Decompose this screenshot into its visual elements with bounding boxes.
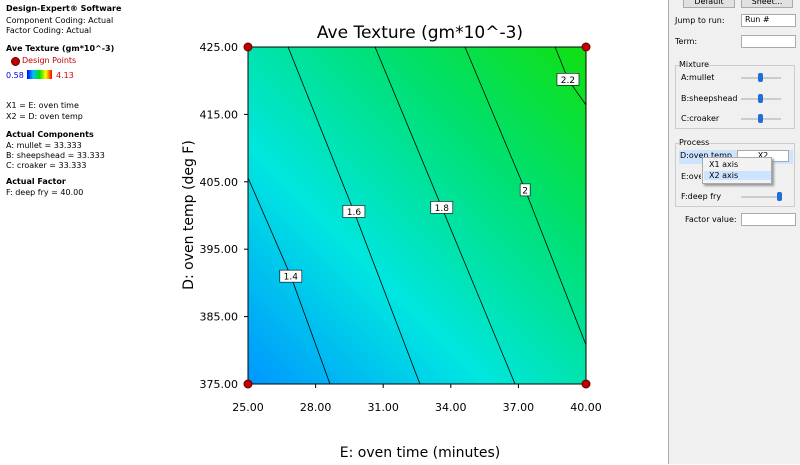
button[interactable]: Default: [683, 0, 735, 8]
slider[interactable]: [741, 196, 781, 198]
design-point: [243, 379, 253, 389]
contour-label: 2.2: [561, 76, 575, 86]
info: A: mullet = 33.333: [6, 141, 82, 150]
slider-knob[interactable]: [777, 192, 782, 201]
contour-label: 1.8: [435, 204, 450, 214]
label: E:oven time: [681, 172, 701, 181]
legend-max: 4.13: [56, 71, 74, 80]
chart-title: Ave Texture (gm*10^-3): [317, 23, 523, 43]
slider-knob[interactable]: [758, 94, 763, 103]
contour-label: 2: [522, 186, 528, 196]
design-point: [243, 42, 253, 52]
group: [675, 65, 795, 129]
design-point: [581, 42, 591, 52]
info: Actual Components: [6, 130, 94, 139]
slider-knob[interactable]: [758, 73, 763, 82]
info: Design-Expert® Software: [6, 4, 122, 13]
contour-label-box: [556, 73, 580, 86]
menu-item[interactable]: X2 axis: [704, 171, 771, 180]
info: F: deep fry = 40.00: [6, 188, 84, 197]
design-point: [581, 379, 591, 389]
label: Jump to run:: [675, 16, 725, 25]
legend-label: Design Points: [22, 56, 77, 65]
info: X1 = E: oven time: [6, 101, 79, 110]
contour-label: 1.4: [284, 273, 299, 283]
button[interactable]: Sheet...: [741, 0, 793, 8]
label: C:croaker: [681, 114, 720, 123]
y-tick-label: 395.00: [200, 243, 239, 256]
label: B:sheepshead: [681, 94, 738, 103]
legend-marker: [11, 57, 20, 66]
info: B: sheepshead = 33.333: [6, 151, 105, 160]
contour-label-box: [342, 205, 366, 218]
label: A:mullet: [681, 73, 715, 82]
text-input[interactable]: [741, 213, 796, 226]
contour-label-box: [519, 183, 531, 197]
group-title: Process: [679, 138, 710, 147]
label: F:deep fry: [681, 192, 722, 201]
group-title: Mixture: [679, 60, 710, 69]
slider-knob[interactable]: [758, 114, 763, 123]
x-tick-label: 37.00: [503, 401, 535, 414]
legend-gradient: [27, 70, 52, 79]
info: X2 = D: oven temp: [6, 112, 83, 121]
x-tick-label: 28.00: [300, 401, 332, 414]
y-tick-label: 405.00: [200, 176, 239, 189]
y-axis-label: D: oven temp (deg F): [181, 140, 197, 290]
side-panel: Default Sheet... Jump to run: Run # Term…: [668, 0, 800, 464]
x-tick-label: 31.00: [367, 401, 399, 414]
info: Component Coding: Actual: [6, 16, 114, 25]
dropdown[interactable]: Run #: [741, 14, 796, 27]
x-axis-label: E: oven time (minutes): [340, 445, 500, 461]
y-tick-label: 415.00: [200, 108, 239, 121]
chart: Ave Texture (gm*10^-3) E: oven time (min…: [181, 23, 602, 461]
legend-title: Ave Texture (gm*10^-3): [6, 44, 115, 53]
info: C: croaker = 33.333: [6, 161, 87, 170]
contour-label-box: [279, 269, 303, 283]
y-tick-label: 385.00: [200, 311, 239, 324]
group: [675, 143, 795, 207]
info: Factor Coding: Actual: [6, 26, 92, 35]
plot-area: [247, 46, 587, 385]
y-tick-label: 425.00: [200, 41, 239, 54]
label: Term:: [675, 37, 698, 46]
legend-min: 0.58: [6, 71, 24, 80]
x-tick-label: 40.00: [570, 401, 602, 414]
contour-label: 1.6: [347, 208, 362, 218]
x-tick-label: 34.00: [435, 401, 467, 414]
y-tick-label: 375.00: [200, 378, 239, 391]
dropdown[interactable]: [741, 35, 796, 48]
menu-item[interactable]: X1 axis: [709, 160, 739, 169]
label: Factor value:: [685, 215, 737, 224]
x-tick-label: 25.00: [232, 401, 264, 414]
info: Actual Factor: [6, 177, 66, 186]
contour-label-box: [430, 201, 454, 214]
